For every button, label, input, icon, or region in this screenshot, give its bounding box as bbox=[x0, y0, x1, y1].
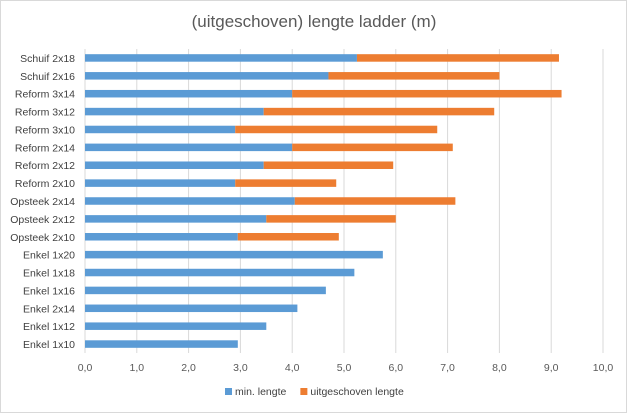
bar-uitgeschoven-lengte bbox=[237, 233, 339, 241]
bar-min-lengte bbox=[85, 54, 357, 62]
category-label: Reform 3x10 bbox=[15, 124, 75, 136]
x-tick-label: 8,0 bbox=[492, 362, 507, 374]
legend-label: min. lengte bbox=[235, 386, 287, 398]
category-label: Enkel 2x14 bbox=[23, 303, 75, 315]
category-label: Reform 3x12 bbox=[15, 107, 75, 119]
category-label: Reform 2x10 bbox=[15, 178, 75, 190]
chart-title: (uitgeschoven) lengte ladder (m) bbox=[192, 12, 437, 31]
x-tick-label: 6,0 bbox=[388, 362, 403, 374]
bar-min-lengte bbox=[85, 143, 293, 152]
bar-min-lengte bbox=[85, 340, 238, 348]
bar-uitgeschoven-lengte bbox=[328, 72, 500, 80]
bar-uitgeschoven-lengte bbox=[235, 179, 337, 187]
x-tick-label: 7,0 bbox=[440, 362, 455, 374]
x-tick-label: 10,0 bbox=[593, 362, 614, 374]
category-label: Reform 2x12 bbox=[15, 160, 75, 172]
bar-min-lengte bbox=[85, 322, 267, 330]
x-tick-label: 4,0 bbox=[285, 362, 300, 374]
bars bbox=[85, 54, 562, 348]
legend-swatch bbox=[225, 388, 232, 395]
category-label: Reform 3x14 bbox=[15, 89, 75, 101]
bar-min-lengte bbox=[85, 161, 264, 169]
category-label: Opsteek 2x12 bbox=[10, 214, 75, 226]
bar-uitgeschoven-lengte bbox=[263, 107, 495, 116]
x-tick-label: 1,0 bbox=[129, 362, 144, 374]
category-label: Schuif 2x16 bbox=[20, 71, 75, 83]
bar-uitgeschoven-lengte bbox=[263, 161, 394, 169]
bar-uitgeschoven-lengte bbox=[266, 215, 396, 223]
legend: min. lengte uitgeschoven lengte bbox=[225, 386, 404, 398]
bar-min-lengte bbox=[85, 250, 383, 259]
bar-min-lengte bbox=[85, 107, 264, 116]
bar-uitgeschoven-lengte bbox=[292, 143, 453, 152]
category-label: Opsteek 2x14 bbox=[10, 196, 75, 208]
x-tick-label: 3,0 bbox=[233, 362, 248, 374]
bar-min-lengte bbox=[85, 179, 236, 187]
bar-min-lengte bbox=[85, 215, 267, 223]
bar-min-lengte bbox=[85, 286, 326, 295]
bar-uitgeschoven-lengte bbox=[235, 125, 438, 134]
bar-min-lengte bbox=[85, 125, 236, 134]
category-label: Enkel 1x16 bbox=[23, 285, 75, 297]
bar-uitgeschoven-lengte bbox=[356, 54, 559, 62]
x-tick-label: 9,0 bbox=[544, 362, 559, 374]
category-label: Enkel 1x18 bbox=[23, 268, 75, 280]
bar-min-lengte bbox=[85, 268, 355, 277]
legend-label: uitgeschoven lengte bbox=[310, 386, 404, 398]
bar-uitgeschoven-lengte bbox=[292, 89, 562, 98]
x-tick-label: 2,0 bbox=[181, 362, 196, 374]
bar-min-lengte bbox=[85, 304, 298, 313]
bar-min-lengte bbox=[85, 89, 293, 98]
category-label: Enkel 1x10 bbox=[23, 339, 75, 351]
bar-min-lengte bbox=[85, 197, 295, 205]
x-tick-labels: 0,0 1,0 2,0 3,0 4,0 5,0 6,0 7,0 8,0 9,0 10,0 bbox=[78, 362, 614, 374]
category-labels: Schuif 2x18 Schuif 2x16 Reform 3x14 Reform … bbox=[10, 53, 75, 351]
category-label: Schuif 2x18 bbox=[20, 53, 75, 65]
category-label: Enkel 1x20 bbox=[23, 250, 75, 262]
bar-min-lengte bbox=[85, 72, 329, 80]
x-tick-label: 5,0 bbox=[337, 362, 352, 374]
x-tick-label: 0,0 bbox=[78, 362, 93, 374]
bar-uitgeschoven-lengte bbox=[294, 197, 456, 205]
legend-swatch bbox=[300, 388, 308, 395]
bar-min-lengte bbox=[85, 233, 238, 241]
category-label: Reform 2x14 bbox=[15, 142, 75, 154]
category-label: Opsteek 2x10 bbox=[10, 232, 75, 244]
category-label: Enkel 1x12 bbox=[23, 321, 75, 333]
